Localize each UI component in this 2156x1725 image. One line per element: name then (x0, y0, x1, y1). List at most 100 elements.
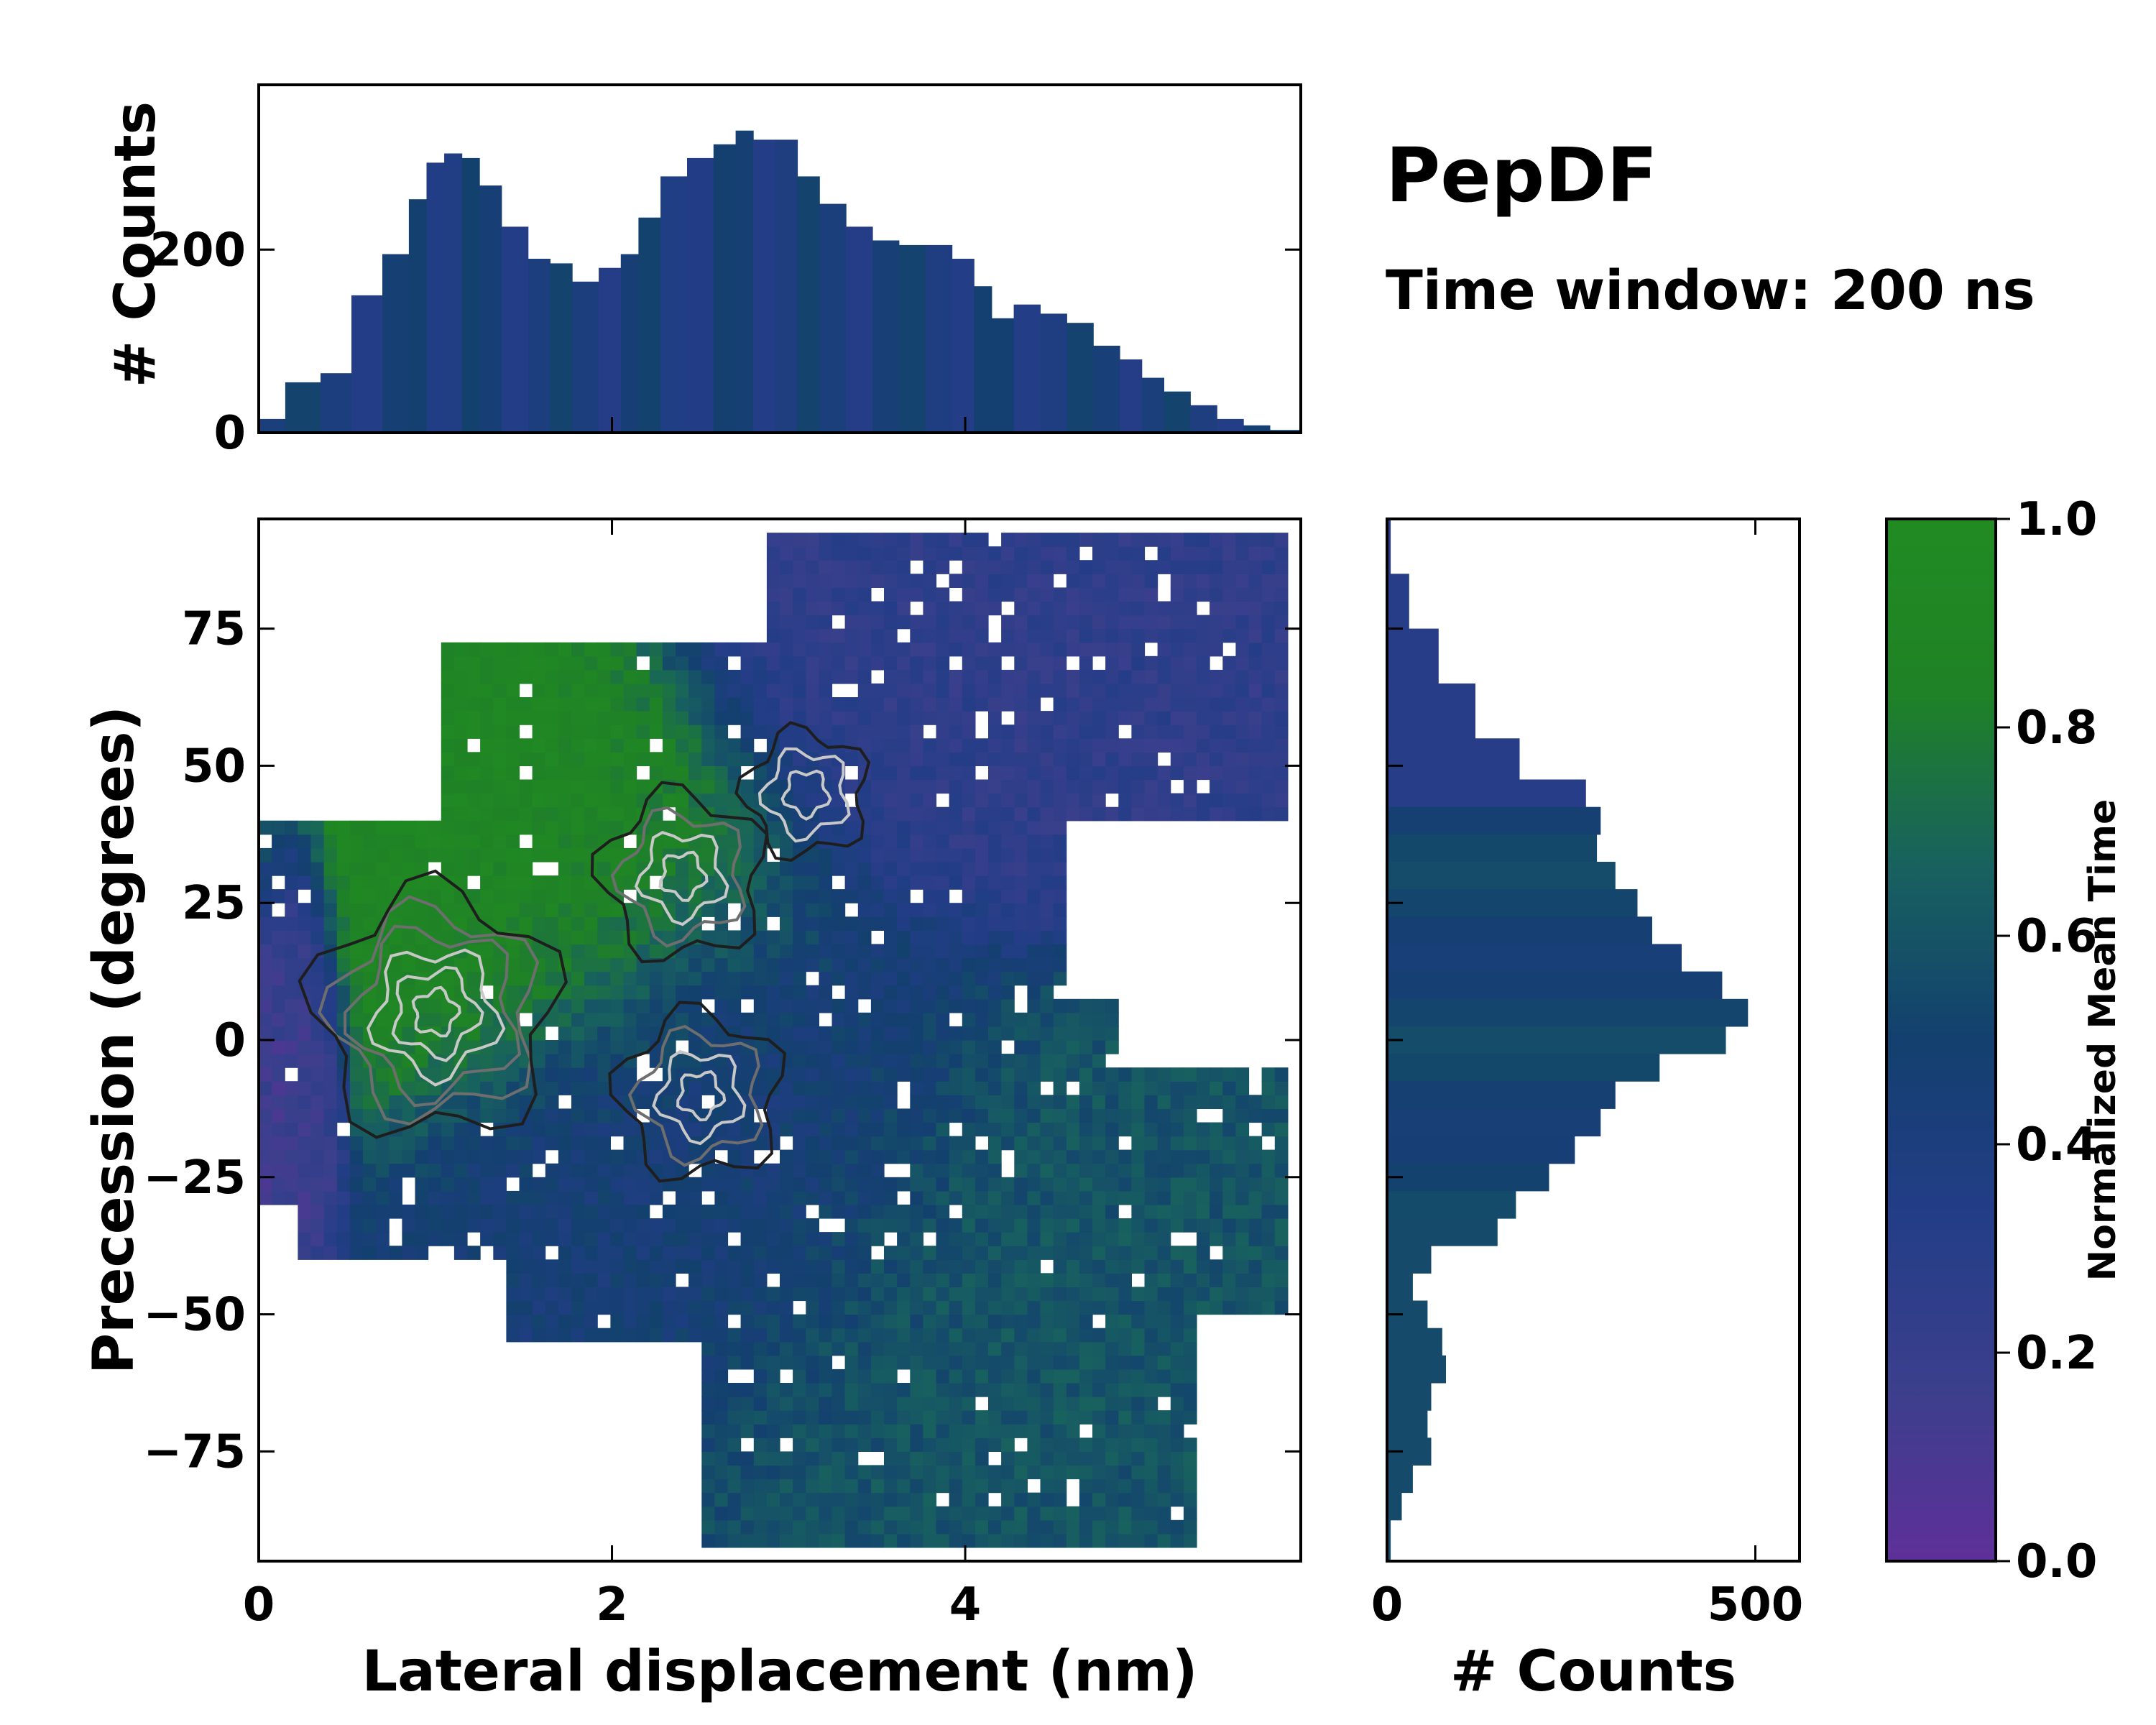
heatmap-cell (428, 1149, 442, 1164)
heatmap-cell (884, 1273, 898, 1287)
heatmap-cell (897, 724, 911, 739)
heatmap-cell (975, 1465, 989, 1480)
heatmap-cell (610, 847, 625, 862)
heatmap-cell (1261, 1108, 1276, 1123)
heatmap-cell (975, 656, 989, 671)
heatmap-cell (1105, 1190, 1119, 1205)
heatmap-cell (1092, 642, 1106, 657)
heatmap-cell (1170, 1177, 1184, 1192)
heatmap-cell (701, 1026, 715, 1041)
heatmap-cell (453, 1163, 468, 1178)
heatmap-cell (962, 1506, 976, 1521)
heatmap-cell (831, 1012, 846, 1027)
heatmap-cell (1014, 1328, 1028, 1343)
heatmap-cell (1170, 1341, 1184, 1356)
heatmap-cell (1040, 998, 1054, 1013)
heatmap-cell (1014, 642, 1028, 657)
heatmap-cell (1261, 1273, 1276, 1287)
heatmap-cell (831, 1533, 846, 1548)
heatmap-cell (649, 683, 663, 698)
heatmap-cell (1092, 1040, 1106, 1054)
heatmap-cell (884, 1149, 898, 1164)
heatmap-cell (558, 847, 572, 862)
heatmap-cell (1183, 1067, 1197, 1082)
heatmap-cell (1118, 587, 1132, 602)
heatmap-cell (571, 1300, 585, 1315)
heatmap-cell (793, 1190, 806, 1205)
heatmap-cell (584, 656, 598, 671)
heatmap-cell (936, 1149, 950, 1164)
heatmap-cell (793, 1040, 806, 1054)
right-histogram-bar (1387, 889, 1638, 917)
heatmap-cell (819, 642, 833, 657)
heatmap-cell (1105, 1204, 1119, 1219)
heatmap-cell (428, 1067, 442, 1082)
heatmap-cell (1027, 601, 1041, 616)
heatmap-cell (793, 1424, 806, 1438)
heatmap-cell (1092, 1218, 1106, 1233)
heatmap-cell (910, 1204, 923, 1219)
heatmap-cell (480, 683, 494, 698)
heatmap-cell (923, 683, 937, 698)
heatmap-cell (936, 1328, 950, 1343)
heatmap-cell (623, 669, 637, 684)
heatmap-cell (727, 711, 742, 725)
heatmap-cell (949, 1190, 963, 1205)
heatmap-cell (584, 1067, 598, 1082)
heatmap-cell (793, 903, 806, 917)
heatmap-cell (285, 998, 298, 1013)
heatmap-cell (389, 1177, 402, 1192)
heatmap-cell (519, 971, 533, 986)
heatmap-cell (766, 1136, 780, 1151)
heatmap-cell (962, 1438, 976, 1452)
heatmap-cell (1157, 1273, 1171, 1287)
heatmap-cell (441, 1122, 455, 1137)
heatmap-cell (949, 1026, 963, 1041)
heatmap-cell (519, 1300, 533, 1315)
heatmap-cell (1183, 1328, 1197, 1343)
heatmap-cell (857, 916, 872, 931)
heatmap-cell (349, 1218, 364, 1233)
heatmap-cell (753, 656, 768, 671)
heatmap-cell (831, 1300, 846, 1315)
heatmap-cell (936, 889, 950, 903)
heatmap-cell (1079, 752, 1093, 766)
heatmap-cell (897, 683, 911, 698)
heatmap-cell (688, 752, 702, 766)
heatmap-cell (363, 847, 377, 862)
heatmap-cell (1197, 1259, 1210, 1274)
heatmap-cell (1027, 1300, 1041, 1315)
heatmap-cell (1066, 1519, 1080, 1535)
heatmap-cell (1157, 1451, 1171, 1466)
heatmap-cell (467, 1218, 481, 1233)
heatmap-cell (1001, 1519, 1015, 1535)
heatmap-cell (988, 1424, 1002, 1438)
heatmap-cell (1131, 1438, 1146, 1452)
heatmap-cell (975, 1149, 989, 1164)
heatmap-cell (949, 944, 963, 959)
heatmap-cell (870, 957, 885, 972)
heatmap-cell (285, 1136, 298, 1151)
heatmap-cell (1027, 1410, 1041, 1425)
heatmap-cell (1170, 1136, 1184, 1151)
heatmap-cell (1118, 1067, 1132, 1082)
heatmap-cell (975, 642, 989, 657)
heatmap-cell (1001, 1026, 1015, 1041)
heatmap-cell (910, 656, 923, 671)
heatmap-cell (975, 1451, 989, 1466)
heatmap-cell (1027, 765, 1041, 781)
heatmap-cell (884, 847, 898, 862)
heatmap-cell (897, 834, 911, 849)
heatmap-cell (1261, 601, 1276, 616)
heatmap-cell (923, 1040, 937, 1054)
heatmap-cell (1027, 1246, 1041, 1260)
heatmap-cell (1235, 1081, 1250, 1095)
heatmap-cell (962, 738, 976, 753)
heatmap-cell (389, 1095, 402, 1109)
heatmap-cell (1027, 793, 1041, 808)
heatmap-cell (897, 1519, 911, 1535)
heatmap-cell (793, 1519, 806, 1535)
heatmap-cell (910, 587, 923, 602)
heatmap-cell (793, 656, 806, 671)
heatmap-cell (1040, 711, 1054, 725)
